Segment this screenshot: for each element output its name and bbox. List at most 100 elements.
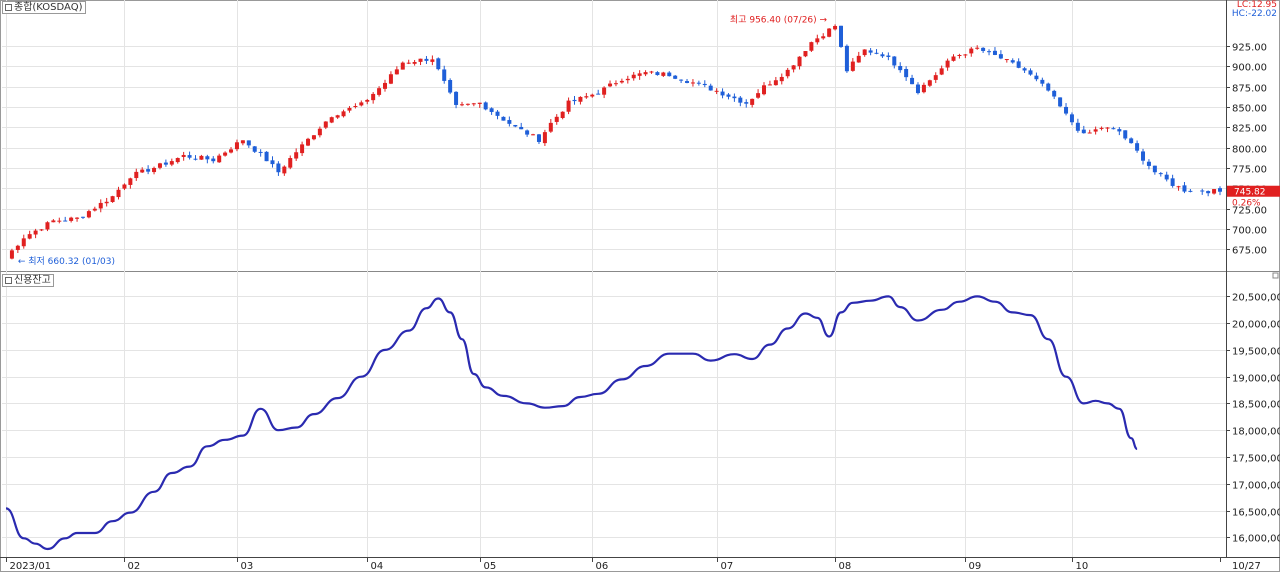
candle-body (116, 189, 121, 198)
x-tick-label: 03 (241, 561, 254, 572)
candle-body (1158, 173, 1163, 175)
candle-body (951, 56, 956, 61)
candle-body (939, 68, 944, 75)
candle-body (489, 108, 494, 112)
lc-indicator: LC:12.95 (1236, 0, 1277, 10)
credit-y-tick-label: 16,500,000 (1232, 508, 1280, 519)
last-price-tag (1227, 185, 1280, 197)
candle-body (945, 60, 950, 68)
candle-body (448, 80, 453, 93)
candle-body (750, 98, 755, 105)
candle-body (501, 116, 506, 121)
candle-body (193, 158, 198, 160)
candle-body (223, 152, 228, 156)
candle-body (608, 83, 613, 87)
candle-body (696, 82, 701, 84)
candle-body (104, 201, 109, 204)
x-tick-label: 06 (596, 561, 609, 572)
candle-body (205, 156, 210, 160)
x-tick-label: 02 (128, 561, 141, 572)
price-panel-title-text: 종합(KOSDAQ) (14, 2, 83, 13)
candle-body (1016, 61, 1021, 68)
candle-body (856, 55, 861, 63)
candle-body (1052, 90, 1057, 97)
candle-body (359, 102, 364, 106)
candle-body (140, 169, 145, 173)
price-y-tick-label: 925.00 (1232, 43, 1267, 54)
candle-body (738, 97, 743, 103)
credit-y-tick-label: 16,000,000 (1232, 534, 1280, 545)
panel-toggle-icon[interactable] (5, 276, 12, 284)
candle-body (809, 42, 814, 51)
candle-body (1075, 122, 1080, 131)
candle-body (169, 161, 174, 165)
candle-body (1117, 129, 1122, 132)
candle-body (767, 84, 772, 86)
x-tick-label: 04 (371, 561, 384, 572)
candle-body (51, 220, 56, 223)
price-y-tick-label: 875.00 (1232, 84, 1267, 95)
candle-body (347, 107, 352, 111)
candle-body (898, 66, 903, 71)
candle-body (294, 152, 299, 159)
candle-body (915, 84, 920, 94)
credit-y-tick-label: 19,500,000 (1232, 347, 1280, 358)
candle-body (1040, 79, 1045, 84)
candle-body (199, 155, 204, 160)
price-y-tick-label: 900.00 (1232, 63, 1267, 74)
candle-body (341, 111, 346, 117)
candle-body (122, 184, 127, 189)
candle-body (661, 72, 666, 76)
candle-body (720, 91, 725, 96)
candle-body (904, 68, 909, 78)
last-price-change: 0.26% (1232, 199, 1261, 209)
candle-body (276, 163, 281, 173)
candle-body (850, 61, 855, 71)
credit-y-tick-label: 19,000,000 (1232, 374, 1280, 385)
candle-body (246, 140, 251, 146)
candle-body (442, 69, 447, 81)
high-annotation: 최고 956.40 (07/26) → (730, 15, 828, 26)
x-tick-label: 10 (1076, 561, 1089, 572)
panel-toggle-icon[interactable] (5, 3, 12, 11)
candle-body (1200, 190, 1205, 192)
candle-body (744, 102, 749, 104)
candle-body (625, 78, 630, 81)
candle-body (418, 58, 423, 62)
candle-body (998, 54, 1003, 59)
candle-body (933, 75, 938, 80)
candle-body (1129, 138, 1134, 144)
candle-body (1182, 185, 1187, 192)
candle-body (1004, 59, 1009, 61)
price-y-tick-label: 850.00 (1232, 104, 1267, 115)
credit-y-tick-label: 18,000,000 (1232, 427, 1280, 438)
candle-body (726, 94, 731, 97)
candle-body (1093, 129, 1098, 132)
candle-body (92, 208, 97, 211)
candle-body (643, 72, 648, 75)
candle-body (649, 71, 654, 73)
candle-body (152, 167, 157, 173)
candle-body (252, 146, 257, 152)
candle-body (631, 74, 636, 79)
price-panel-title[interactable]: 종합(KOSDAQ) (2, 1, 86, 14)
credit-balance-line (5, 295, 1138, 551)
candle-body (844, 45, 849, 72)
x-tick-label: 05 (484, 561, 497, 572)
candle-body (134, 171, 139, 179)
candle-body (406, 62, 411, 64)
candle-body (602, 87, 607, 95)
candle-body (708, 85, 713, 91)
candle-body (702, 83, 707, 86)
last-price-value: 745.82 (1234, 188, 1266, 198)
candle-body (969, 48, 974, 54)
candle-body (33, 230, 38, 235)
credit-panel-title[interactable]: 신용잔고 (2, 274, 54, 287)
price-y-tick-label: 725.00 (1232, 206, 1267, 217)
candle-body (1176, 186, 1181, 188)
candle-body (436, 58, 441, 70)
candle-body (63, 220, 68, 222)
candle-body (886, 55, 891, 57)
low-annotation: ← 최저 660.32 (01/03) (18, 256, 115, 267)
